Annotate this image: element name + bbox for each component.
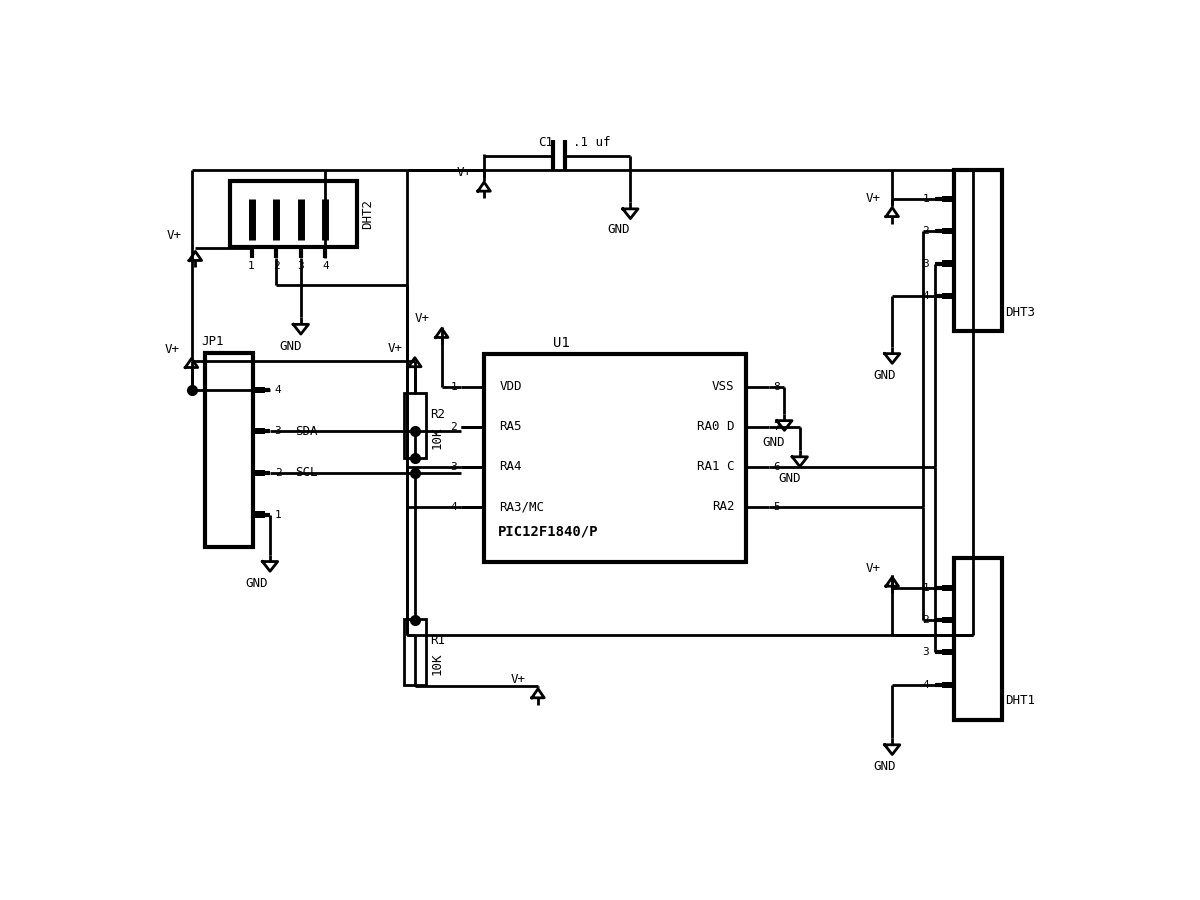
Text: 3: 3 [923,258,929,268]
Text: DHT3: DHT3 [1006,306,1036,319]
Text: 1: 1 [450,382,457,392]
Text: 1: 1 [923,194,929,204]
Text: U1: U1 [553,336,570,350]
Text: 5: 5 [773,502,780,512]
Text: VSS: VSS [712,380,734,393]
Text: 4: 4 [275,385,282,395]
Text: V+: V+ [511,673,526,686]
Text: 10K: 10K [431,652,443,675]
Text: V+: V+ [865,562,881,575]
Text: 4: 4 [450,502,457,512]
Text: GND: GND [872,760,895,773]
Bar [942,585,953,590]
Text: V+: V+ [415,312,430,326]
Text: DHT2: DHT2 [361,199,374,230]
Text: SDA: SDA [295,425,318,438]
Text: 4: 4 [923,680,929,689]
Text: GND: GND [280,340,301,353]
Text: RA5: RA5 [499,420,522,433]
Text: RA1 C: RA1 C [697,460,734,473]
Text: 6: 6 [773,462,780,472]
Text: RA3/MC: RA3/MC [499,500,545,513]
Bar [404,393,426,458]
Text: 3: 3 [450,462,457,472]
Bar [954,558,1002,720]
Text: V+: V+ [167,229,182,241]
Text: GND: GND [607,223,630,236]
Text: R2: R2 [431,408,445,421]
Text: 2: 2 [272,261,280,271]
Text: RA0 D: RA0 D [697,420,734,433]
Text: GND: GND [872,369,895,382]
Bar [254,511,265,517]
Text: V+: V+ [865,193,881,205]
Text: RA4: RA4 [499,460,522,473]
Text: 2: 2 [923,615,929,625]
Text: 1: 1 [248,261,254,271]
Text: 1: 1 [923,582,929,593]
Text: V+: V+ [164,343,180,356]
Bar [254,387,265,393]
Text: 3: 3 [275,427,282,436]
Bar [942,681,953,688]
Text: V+: V+ [457,166,472,179]
Bar [484,355,746,562]
Text: .1 uf: .1 uf [572,136,610,149]
Text: 3: 3 [923,647,929,657]
Text: 8: 8 [773,382,780,392]
Text: JP1: JP1 [202,335,224,347]
Text: 1: 1 [275,509,282,519]
Text: RA2: RA2 [712,500,734,513]
Text: 4: 4 [322,261,329,271]
Text: 2: 2 [450,422,457,432]
Bar [942,617,953,623]
Text: SCL: SCL [295,466,318,480]
Text: 10K: 10K [431,427,443,449]
Bar [404,619,426,685]
Text: 7: 7 [773,422,780,432]
Text: VDD: VDD [499,380,522,393]
Bar [942,260,953,266]
Bar [205,353,253,547]
Bar [954,169,1002,331]
Bar [254,428,265,435]
Text: PIC12F1840/P: PIC12F1840/P [498,525,599,538]
Bar [942,292,953,299]
Text: C1: C1 [538,136,553,149]
Bar [942,649,953,655]
Bar [942,196,953,202]
Text: V+: V+ [388,342,403,355]
Bar [942,228,953,234]
Text: GND: GND [779,472,800,485]
Text: GND: GND [763,436,785,449]
Text: 3: 3 [298,261,305,271]
Text: GND: GND [246,578,268,590]
Text: 4: 4 [923,291,929,301]
Text: DHT1: DHT1 [1006,695,1036,707]
Bar [230,181,358,247]
Text: 2: 2 [923,226,929,236]
Text: R1: R1 [431,634,445,647]
Bar [254,470,265,476]
Text: 2: 2 [275,468,282,478]
